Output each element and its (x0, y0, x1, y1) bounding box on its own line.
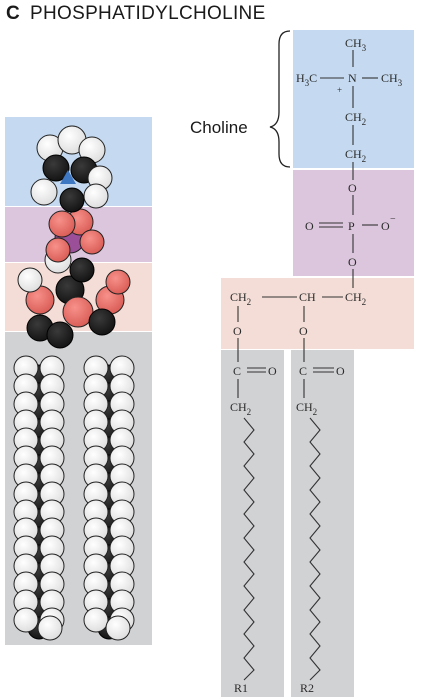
oxygen-atom (105, 269, 131, 295)
hydrogen-atom (17, 267, 43, 293)
chain2-carbonyl-c: C (299, 364, 307, 378)
title-text: PHOSPHATIDYLCHOLINE (30, 3, 266, 24)
formula-chain2-region (291, 350, 354, 697)
model-atoms (13, 125, 135, 641)
choline-label: Choline (190, 118, 248, 137)
oxygen-atom (48, 210, 76, 238)
glycerol-ch2-right: CH2 (345, 290, 366, 307)
carbon-atom (59, 187, 85, 213)
formula-glycerol-region (221, 278, 414, 349)
nitrogen-atom: N (348, 71, 357, 85)
methyl-left: H3C (296, 71, 317, 88)
hydrogen-atom (83, 183, 109, 209)
hydrogen-atom (37, 615, 63, 641)
hydrogen-atom (83, 607, 109, 633)
panel-letter: C (6, 3, 21, 24)
glycerol-oxygen-middle: O (299, 324, 308, 338)
chain1-carbonyl-o: O (268, 364, 277, 378)
oxygen-link-top: O (348, 181, 357, 195)
oxygen-link-bottom: O (348, 255, 357, 269)
methyl-top: CH3 (345, 36, 367, 53)
space-filling-model (5, 117, 152, 645)
formula-labels: CH3 H3C N + CH3 CH2 CH2 O O P O − O CH2 … (230, 36, 403, 695)
carbon-atom (42, 154, 70, 182)
nitrogen-charge: + (337, 85, 342, 95)
chain2-ch2: CH2 (296, 400, 317, 417)
oxygen-atom (45, 237, 71, 263)
chain1-ch2: CH2 (230, 400, 251, 417)
glycerol-ch2-left: CH2 (230, 290, 251, 307)
choline-ch2-1: CH2 (345, 110, 366, 127)
carbon-atom (46, 321, 74, 349)
figure-title: C PHOSPHATIDYLCHOLINE (6, 3, 266, 25)
glycerol-oxygen-left: O (233, 324, 242, 338)
oxygen-atom (79, 229, 105, 255)
hydrogen-atom (13, 607, 39, 633)
choline-brace (269, 30, 291, 168)
hydrogen-atom (105, 615, 131, 641)
chain1-zigzag (243, 417, 255, 681)
chain1-tail: R1 (234, 681, 248, 695)
choline-ch2-2: CH2 (345, 147, 366, 164)
chain1-carbonyl-c: C (233, 364, 241, 378)
structural-formula: Choline (190, 30, 414, 697)
oxygen-minus: O (381, 219, 390, 233)
chain2-tail: R2 (300, 681, 314, 695)
formula-bonds (237, 50, 378, 681)
methyl-right: CH3 (381, 71, 403, 88)
carbon-atom (69, 257, 95, 283)
chain2-zigzag (309, 417, 321, 681)
chain2-carbonyl-o: O (336, 364, 345, 378)
phosphorus-atom: P (348, 219, 355, 233)
nitrogen-atom (60, 170, 76, 184)
carbon-atom (88, 308, 116, 336)
formula-phosphate-region (293, 170, 414, 276)
glycerol-ch: CH (299, 290, 316, 304)
oxygen-double: O (305, 219, 314, 233)
oxygen-charge: − (390, 214, 396, 225)
hydrogen-atom (30, 178, 58, 206)
oxygen-atom (62, 296, 94, 328)
